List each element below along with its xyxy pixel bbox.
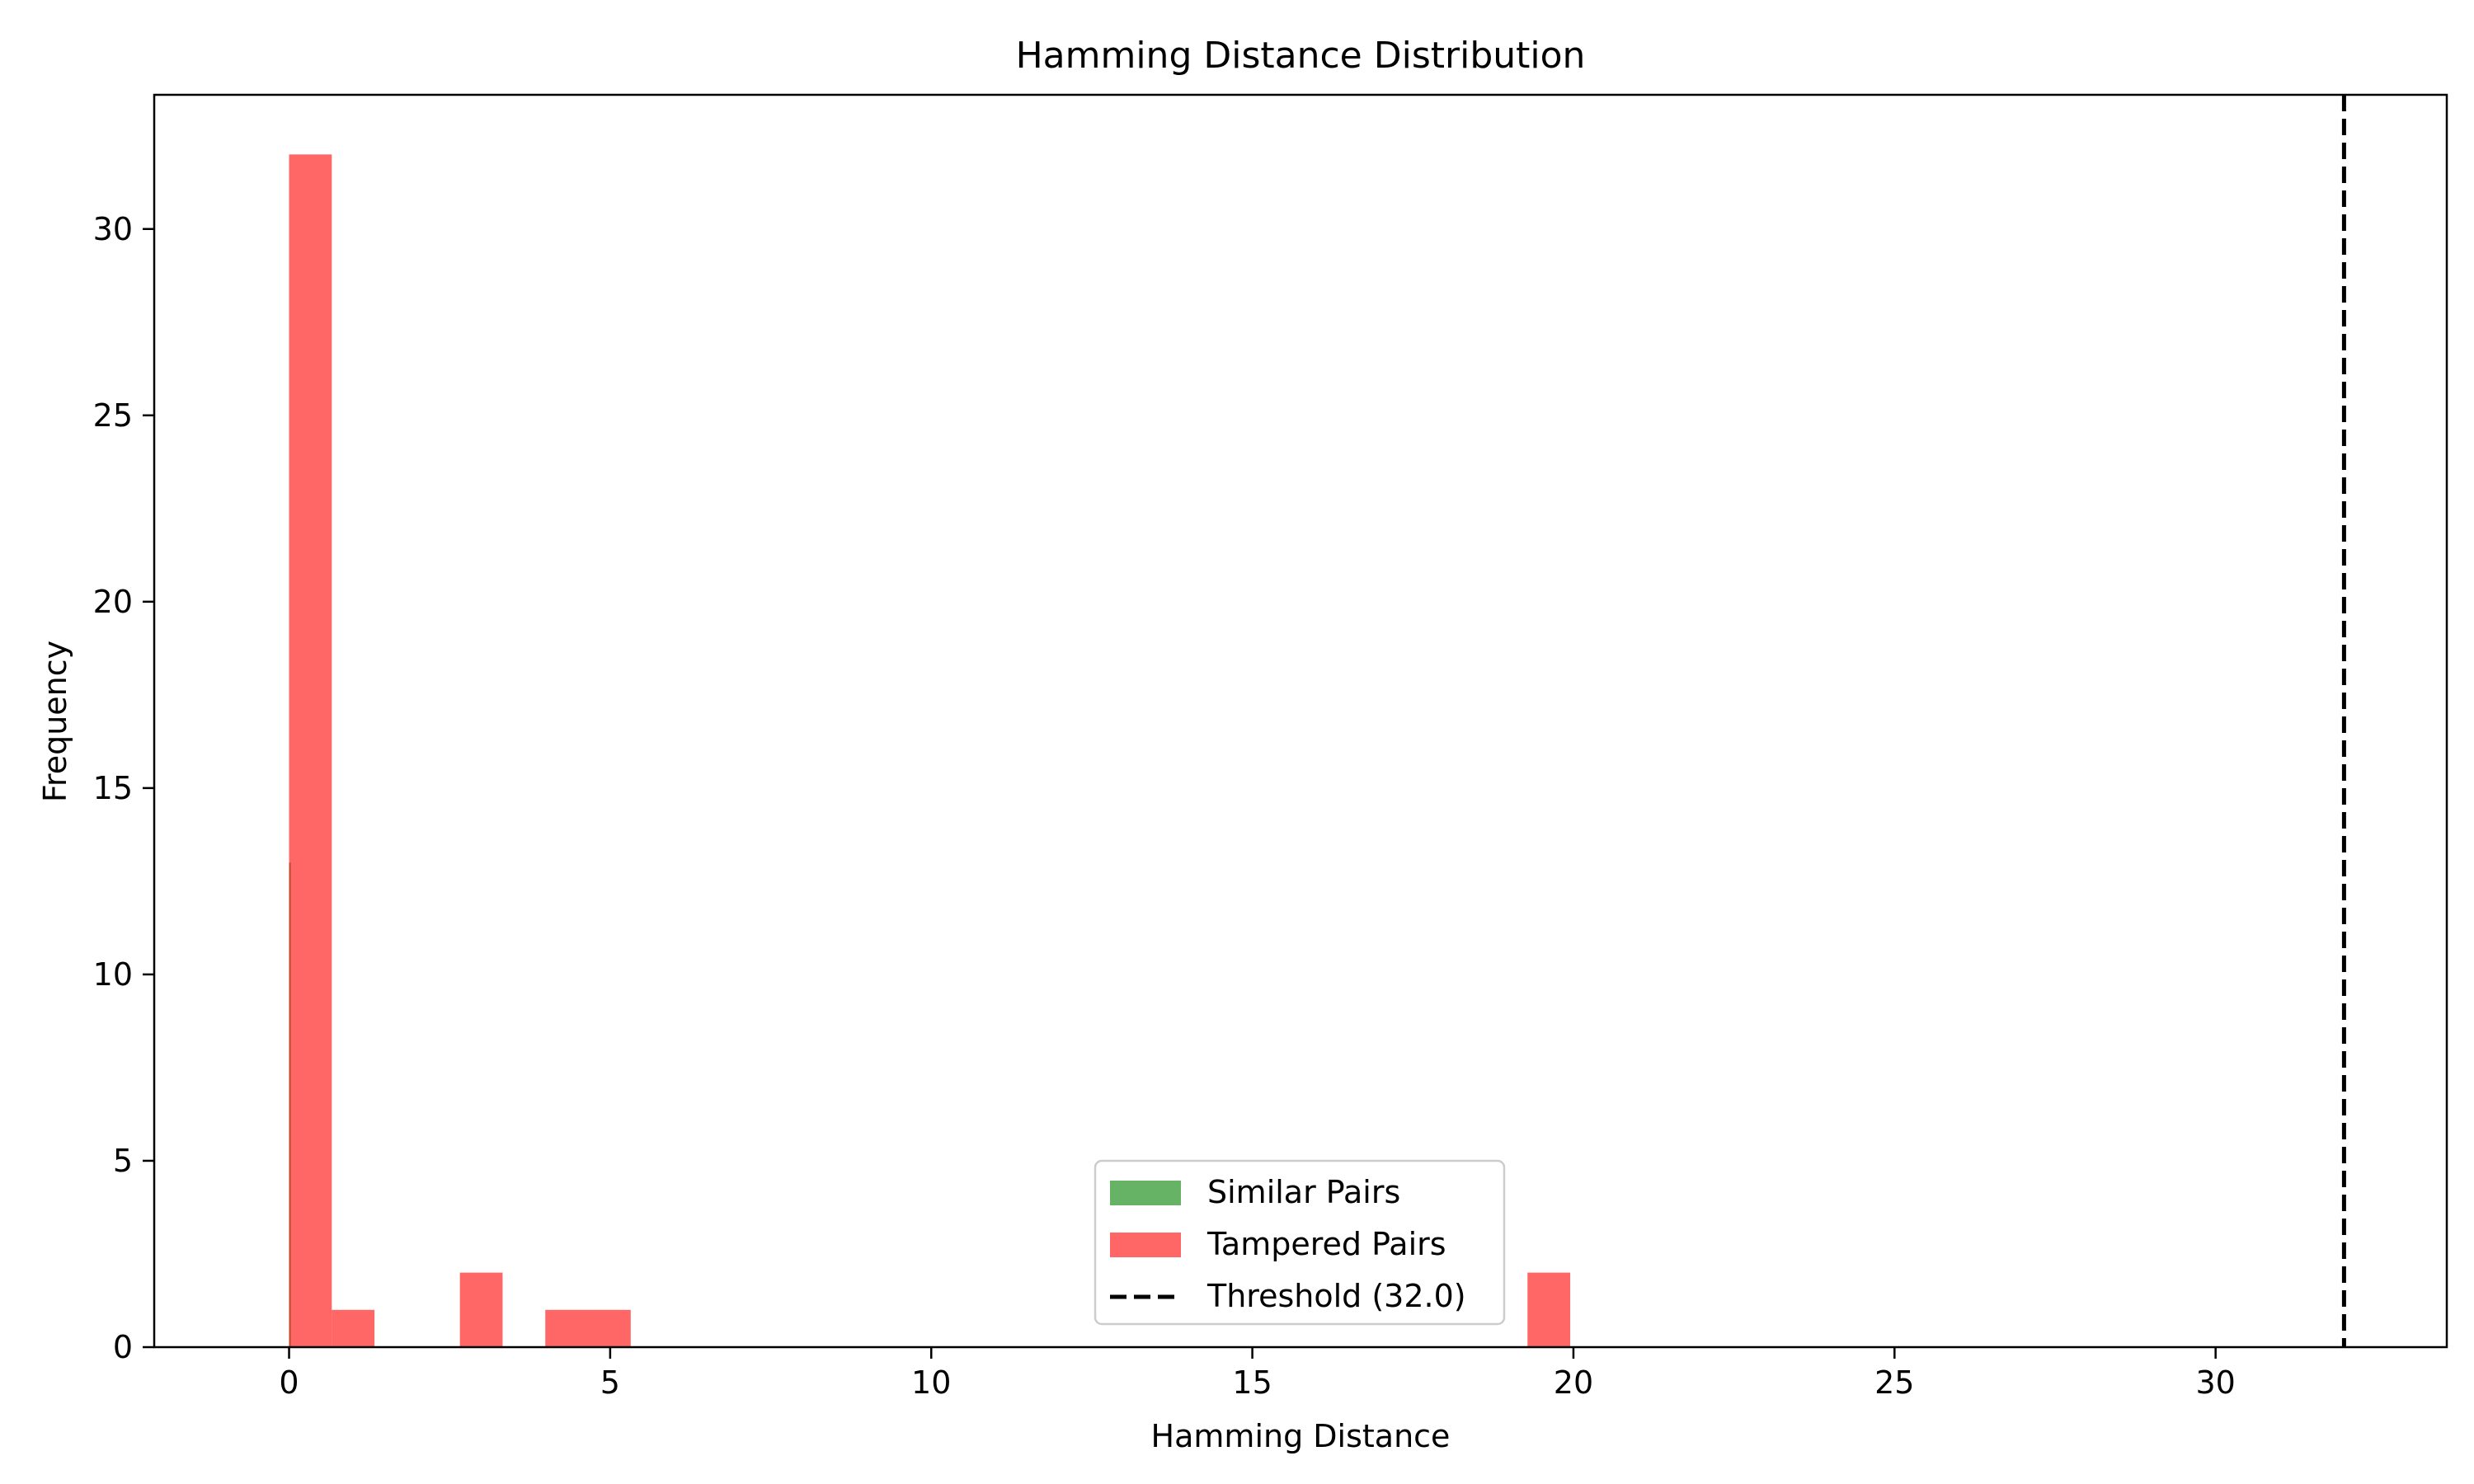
tampered-bar-3: [545, 1309, 589, 1347]
y-tick-label: 30: [93, 211, 133, 247]
legend-swatch-similar: [1110, 1181, 1181, 1205]
y-tick-label: 20: [93, 584, 133, 620]
x-tick-label: 10: [911, 1364, 951, 1401]
tampered-bar-2: [459, 1272, 503, 1347]
plot-area-frame: [153, 93, 2448, 1349]
y-tick-label: 15: [93, 770, 133, 806]
tampered-bar-4: [588, 1309, 631, 1347]
legend: Similar Pairs Tampered Pairs Threshold (…: [1094, 1159, 1506, 1326]
chart-title: Hamming Distance Distribution: [1016, 35, 1586, 77]
x-tick-label: 25: [1874, 1364, 1914, 1401]
x-tick-label: 30: [2195, 1364, 2235, 1401]
x-axis-ticks: 0 5 10 15 20 25 30: [279, 1347, 2236, 1401]
tampered-bar-5: [1527, 1272, 1571, 1347]
x-tick-label: 5: [600, 1364, 620, 1401]
y-tick-label: 10: [93, 956, 133, 993]
x-axis-label: Hamming Distance: [1151, 1418, 1451, 1454]
legend-label-similar: Similar Pairs: [1207, 1174, 1400, 1210]
tampered-bar-1: [332, 1309, 375, 1347]
legend-label-threshold: Threshold (32.0): [1206, 1278, 1466, 1314]
y-tick-label: 25: [93, 397, 133, 434]
tampered-bar-0: [289, 154, 332, 1347]
legend-label-tampered: Tampered Pairs: [1206, 1226, 1446, 1262]
x-tick-label: 15: [1232, 1364, 1272, 1401]
y-axis-label: Frequency: [37, 641, 73, 802]
legend-frame: [1094, 1159, 1506, 1326]
histogram-bars: [289, 154, 1571, 1347]
x-tick-label: 20: [1554, 1364, 1593, 1401]
x-tick-label: 0: [279, 1364, 299, 1401]
y-tick-label: 0: [113, 1329, 133, 1365]
y-axis-ticks: 0 5 10 15 20 25 30: [93, 211, 154, 1365]
y-tick-label: 5: [113, 1143, 133, 1179]
legend-swatch-tampered: [1110, 1233, 1181, 1257]
